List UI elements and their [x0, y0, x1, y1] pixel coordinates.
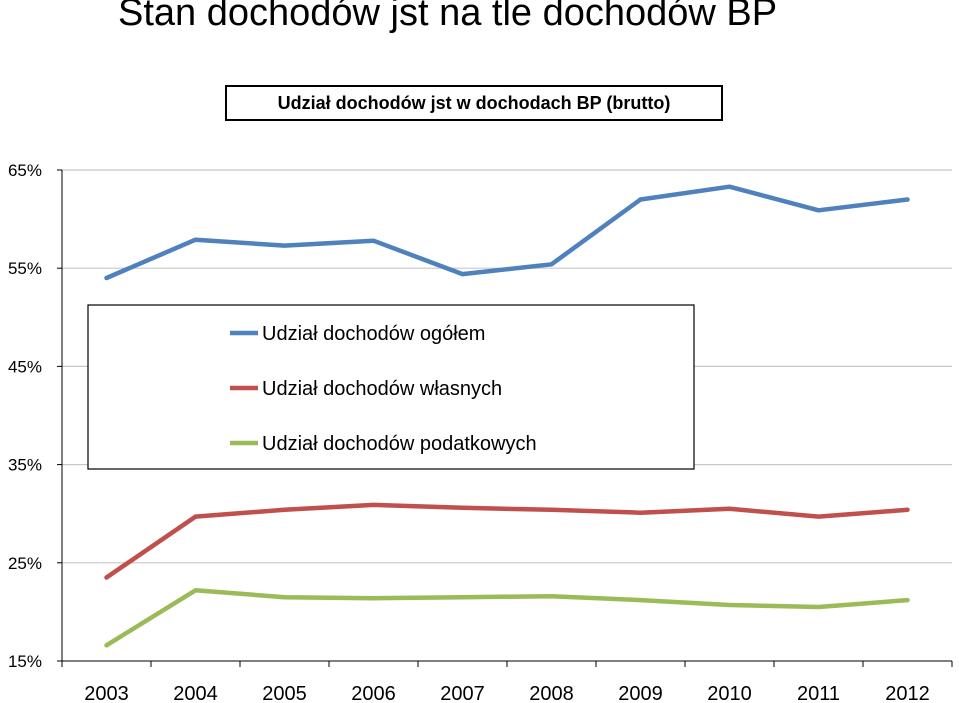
data-point	[460, 595, 465, 600]
data-point	[638, 598, 643, 603]
data-point	[193, 514, 198, 519]
y-tick-label: 65%	[8, 161, 42, 180]
data-point	[905, 197, 910, 202]
data-point	[371, 502, 376, 507]
y-tick-label: 45%	[8, 357, 42, 376]
data-point	[549, 507, 554, 512]
data-point	[104, 643, 109, 648]
data-point	[638, 197, 643, 202]
legend-box	[87, 304, 695, 470]
data-point	[816, 604, 821, 609]
y-tick-label: 25%	[8, 554, 42, 573]
series-lines	[104, 184, 910, 648]
legend-label: Udział dochodów ogółem	[262, 323, 485, 345]
data-point	[905, 598, 910, 603]
legend: Udział dochodów ogółem Udział dochodów wł…	[87, 304, 695, 470]
data-point	[282, 595, 287, 600]
x-tick-label: 2005	[262, 683, 307, 703]
x-tick-label: 2007	[440, 683, 485, 703]
x-tick-label: 2012	[885, 683, 930, 703]
data-point	[816, 514, 821, 519]
x-tick-label: 2010	[707, 683, 752, 703]
data-point	[638, 510, 643, 515]
data-point	[549, 594, 554, 599]
x-tick-label: 2011	[797, 683, 840, 703]
legend-label: Udział dochodów podatkowych	[262, 433, 537, 455]
data-point	[727, 603, 732, 608]
data-point	[104, 575, 109, 580]
legend-label: Udział dochodów własnych	[262, 378, 502, 400]
y-tick-label: 15%	[8, 652, 42, 671]
axes: 15% 25% 35% 45% 55% 65% 2003 2004 2005 2006 2007 20…	[8, 161, 953, 703]
chart-title: Udział dochodów jst w dochodach BP (brut…	[225, 85, 723, 121]
series-line	[104, 184, 910, 281]
slide-title: Stan dochodów jst na tle dochodów BP	[118, 0, 778, 34]
data-point	[104, 276, 109, 281]
x-tick-label: 2009	[618, 683, 663, 703]
data-point	[193, 237, 198, 242]
data-point	[282, 243, 287, 248]
data-point	[816, 208, 821, 213]
data-point	[460, 505, 465, 510]
data-point	[727, 506, 732, 511]
series-line	[104, 502, 910, 580]
data-point	[371, 596, 376, 601]
y-tick-label: 55%	[8, 259, 42, 278]
x-tick-label: 2008	[529, 683, 574, 703]
data-point	[549, 262, 554, 267]
series-line	[104, 588, 910, 648]
y-tick-label: 35%	[8, 456, 42, 475]
x-tick-label: 2003	[84, 683, 129, 703]
data-point	[193, 588, 198, 593]
data-point	[727, 184, 732, 189]
x-tick-label: 2004	[173, 683, 218, 703]
data-point	[282, 507, 287, 512]
data-point	[460, 272, 465, 277]
data-point	[905, 507, 910, 512]
data-point	[371, 238, 376, 243]
x-tick-label: 2006	[351, 683, 396, 703]
